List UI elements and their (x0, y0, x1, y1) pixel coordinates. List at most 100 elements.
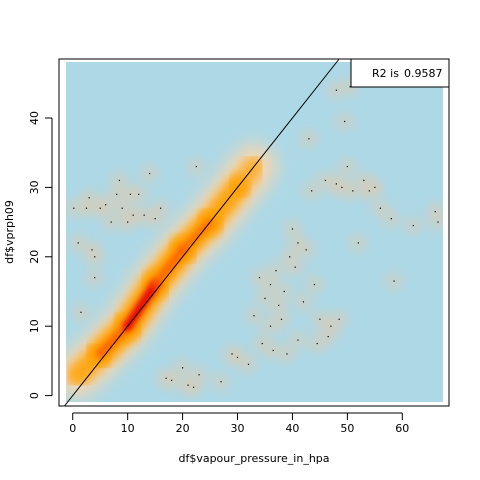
data-point (269, 325, 272, 327)
data-point (324, 179, 327, 182)
data-point (308, 138, 310, 140)
data-point (393, 280, 395, 282)
data-point (379, 207, 381, 209)
data-point (110, 221, 112, 223)
data-point (344, 120, 346, 123)
legend-label: R2 is (372, 67, 399, 80)
data-point (154, 218, 156, 220)
data-point (335, 183, 337, 185)
x-tick-label: 0 (69, 422, 76, 435)
data-point (297, 242, 299, 244)
data-point (143, 214, 145, 216)
density-core-segment (179, 218, 214, 254)
data-point (198, 374, 200, 376)
data-point (275, 270, 277, 272)
legend-value: 0.9587 (404, 67, 443, 80)
legend: R2 is 0.9587 (350, 58, 450, 88)
data-point (341, 186, 343, 188)
data-point (132, 214, 134, 216)
data-point (165, 377, 167, 379)
data-point (77, 242, 79, 244)
data-point (261, 342, 263, 345)
data-point (195, 165, 197, 168)
data-point (313, 283, 316, 286)
data-point (280, 318, 283, 320)
data-point (236, 356, 239, 359)
data-point (149, 172, 151, 175)
data-point (319, 318, 321, 320)
x-tick-label: 30 (231, 422, 245, 435)
data-point (85, 207, 88, 209)
data-point (73, 207, 75, 209)
outlier-points (66, 77, 443, 397)
data-point (94, 277, 96, 279)
data-point (88, 197, 90, 199)
data-point (330, 325, 332, 327)
density-core (95, 218, 214, 359)
x-tick-label: 60 (395, 422, 409, 435)
data-point (327, 336, 329, 338)
x-tick-label: 10 (121, 422, 135, 435)
data-point (258, 277, 261, 279)
data-point (220, 381, 222, 383)
data-point (138, 193, 140, 195)
data-point (349, 86, 351, 88)
data-point (291, 228, 294, 230)
data-point (363, 179, 365, 182)
y-tick-label: 30 (28, 180, 41, 194)
data-point (253, 315, 255, 317)
data-point (316, 342, 318, 345)
data-point (437, 221, 439, 223)
y-tick-label: 10 (28, 319, 41, 333)
data-point (338, 318, 340, 320)
data-point (105, 204, 107, 206)
point-halo (429, 213, 443, 232)
reference-line (64, 58, 340, 407)
data-point (116, 193, 118, 195)
data-point (335, 89, 337, 91)
data-point (171, 379, 173, 381)
data-point (80, 311, 82, 313)
data-point (390, 218, 392, 220)
data-point (129, 193, 132, 195)
data-point (434, 211, 436, 213)
data-point (357, 242, 359, 244)
plot-frame (58, 58, 450, 407)
density-core-segment (122, 279, 160, 331)
y-tick-label: 20 (28, 250, 41, 264)
data-point (192, 386, 195, 388)
data-point (247, 363, 250, 365)
data-point (187, 384, 189, 386)
y-axis: 0 10 20 30 40 (28, 111, 53, 399)
data-point (346, 165, 348, 168)
data-point (368, 190, 370, 192)
x-tick-label: 20 (176, 422, 190, 435)
data-point (302, 301, 305, 303)
data-point (412, 224, 414, 227)
x-axis: 0 10 20 30 40 50 60 (69, 412, 409, 435)
data-point (99, 207, 101, 209)
data-point (283, 290, 285, 293)
legend-box (350, 58, 450, 88)
data-point (286, 353, 288, 355)
data-point (91, 249, 93, 251)
data-point (352, 190, 354, 192)
data-point (181, 367, 184, 369)
data-point (278, 304, 280, 306)
data-point (231, 353, 233, 355)
y-tick-label: 40 (28, 111, 41, 125)
data-point (272, 349, 274, 352)
data-point (374, 186, 376, 188)
data-point (289, 256, 291, 258)
density-core-segment (151, 245, 187, 289)
data-point (269, 283, 272, 286)
data-point (94, 256, 96, 258)
data-point (127, 221, 129, 223)
data-point (294, 266, 296, 268)
data-point (305, 249, 307, 251)
data-point (297, 339, 299, 341)
data-point (311, 190, 313, 192)
x-tick-label: 40 (285, 422, 299, 435)
x-tick-label: 50 (340, 422, 354, 435)
